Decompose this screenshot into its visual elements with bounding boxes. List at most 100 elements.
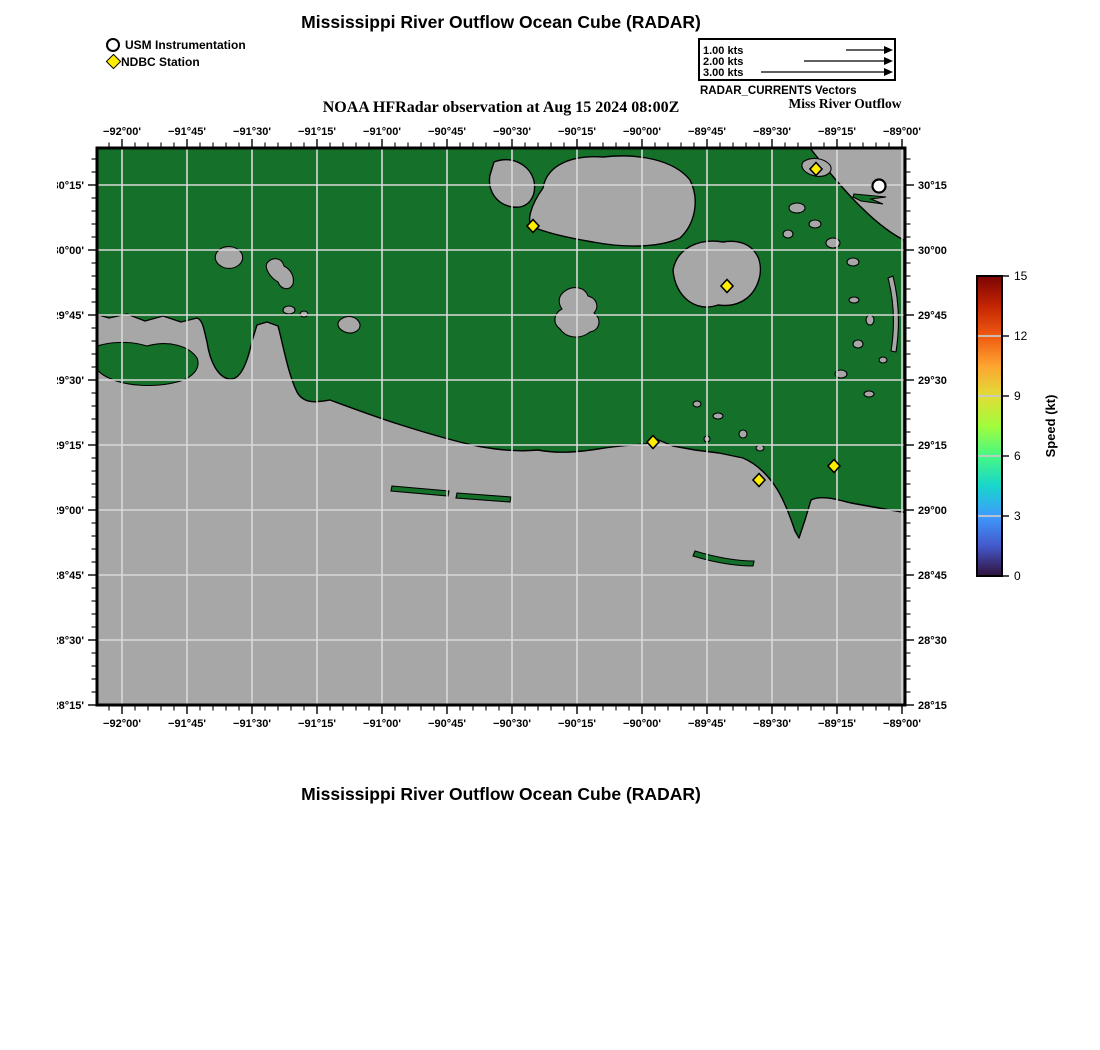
- y-axis-label-left: 29°45': [57, 310, 84, 322]
- vector-scale-caption: RADAR_CURRENTS Vectors: [700, 85, 857, 97]
- y-axis-label-left: 29°00': [57, 505, 84, 517]
- marsh-island: [738, 429, 748, 439]
- map-geography: [97, 148, 905, 705]
- legend-item: USM Instrumentation: [106, 36, 246, 53]
- x-axis-label-top: −90°30': [493, 126, 531, 138]
- island: [848, 296, 860, 304]
- lake-pontchartrain: [528, 155, 696, 247]
- y-axis-label-right: 28°15': [918, 700, 947, 712]
- y-axis-label-left: 29°30': [57, 375, 84, 387]
- y-axis-label-left: 29°15': [57, 440, 84, 452]
- y-axis-label-right: 30°00': [918, 245, 947, 257]
- map-canvas: −92°00' −92°00' −91°45' −91°45' −91°30' −91°3…: [57, 126, 947, 730]
- colorbar-tick-label: 9: [1014, 389, 1021, 403]
- y-axis-label-left: 28°15': [57, 700, 84, 712]
- y-axis-label-left: 28°30': [57, 635, 84, 647]
- x-axis-label-bottom: −89°30': [753, 718, 791, 730]
- x-axis-label-top: −92°00': [103, 126, 141, 138]
- colorbar-tick-label: 15: [1014, 269, 1028, 283]
- vector-scale-label: 3.00 kts: [703, 67, 743, 79]
- station-markers: [525, 161, 887, 488]
- x-axis-label-top: −90°45': [428, 126, 466, 138]
- colorbar: 0 3 6 9 12 15 Speed (kt): [976, 269, 1058, 583]
- ndbc-station-marker: [719, 278, 735, 294]
- colorbar-tick-label: 12: [1014, 329, 1028, 343]
- x-axis-label-top: −91°30': [233, 126, 271, 138]
- vector-arrow-head: [884, 57, 893, 65]
- x-axis-label-bottom: −90°30': [493, 718, 531, 730]
- vector-arrow-head: [884, 68, 893, 76]
- y-axis-label-left: 28°45': [57, 570, 84, 582]
- vector-scale-box: 1.00 kts 2.00 kts 3.00 kts: [698, 38, 896, 81]
- map-frame: [95, 146, 907, 707]
- x-axis-label-bottom: −92°00': [103, 718, 141, 730]
- x-axis-label-top: −89°45': [688, 126, 726, 138]
- diamond-marker-icon: [105, 53, 122, 70]
- x-axis-label-bottom: −89°45': [688, 718, 726, 730]
- x-axis-label-top: −89°30': [753, 126, 791, 138]
- y-axis-label-right: 29°15': [918, 440, 947, 452]
- marsh-island: [782, 229, 794, 239]
- st-bernard-marsh: [672, 240, 762, 308]
- colorbar-gradient: [977, 276, 1002, 576]
- circle-marker-icon: [106, 37, 120, 52]
- y-axis-label-right: 29°30': [918, 375, 947, 387]
- x-axis-label-bottom: −89°00': [883, 718, 921, 730]
- inlet-channel: [852, 193, 887, 205]
- figure-title: Mississippi River Outflow Ocean Cube (RA…: [301, 12, 701, 32]
- island: [282, 305, 296, 315]
- x-axis-label-bottom: −90°00': [623, 718, 661, 730]
- island: [863, 390, 875, 398]
- x-axis-label-top: −91°00': [363, 126, 401, 138]
- island: [852, 339, 864, 349]
- ndbc-station-marker: [751, 472, 767, 488]
- y-axis-label-right: 30°15': [918, 180, 947, 192]
- island: [299, 310, 309, 318]
- island: [214, 246, 244, 269]
- x-axis-label-top: −91°15': [298, 126, 336, 138]
- x-axis-label-top: −89°00': [883, 126, 921, 138]
- x-axis-label-top: −90°15': [558, 126, 596, 138]
- y-axis-label-right: 29°00': [918, 505, 947, 517]
- colorbar-tick-label: 6: [1014, 449, 1021, 463]
- axis-ticks: [88, 139, 914, 714]
- region-label: Miss River Outflow: [788, 96, 902, 111]
- grid-lines: [97, 148, 905, 705]
- vector-scale-label: 2.00 kts: [703, 56, 743, 68]
- map-legend: USM Instrumentation NDBC Station: [105, 36, 246, 70]
- island: [878, 356, 888, 364]
- axis-labels: −92°00' −92°00' −91°45' −91°45' −91°30' −91°3…: [57, 126, 947, 730]
- legend-label: USM Instrumentation: [125, 37, 246, 52]
- marsh-island: [692, 400, 702, 408]
- x-axis-label-top: −91°45': [168, 126, 206, 138]
- usm-instrumentation-marker: [871, 178, 887, 194]
- marsh-island: [825, 237, 841, 249]
- island: [337, 315, 361, 334]
- vector-arrow-head: [884, 46, 893, 54]
- y-axis-label-right: 28°30': [918, 635, 947, 647]
- x-axis-label-bottom: −91°15': [298, 718, 336, 730]
- y-axis-label-left: 30°00': [57, 245, 84, 257]
- y-axis-label-right: 29°45': [918, 310, 947, 322]
- marsh-island: [755, 444, 765, 452]
- colorbar-tick-label: 0: [1014, 569, 1021, 583]
- colorbar-frame: [976, 275, 1003, 577]
- y-axis-label-right: 28°45': [918, 570, 947, 582]
- y-axis-label-left: 30°15': [57, 180, 84, 192]
- ndbc-station-marker: [808, 161, 824, 177]
- legend-item: NDBC Station: [105, 53, 246, 70]
- x-axis-label-top: −90°00': [623, 126, 661, 138]
- island: [265, 258, 294, 290]
- ndbc-station-marker: [645, 434, 661, 450]
- x-axis-label-bottom: −90°15': [558, 718, 596, 730]
- marsh-island: [808, 219, 822, 229]
- colorbar-axis-label: Speed (kt): [1043, 395, 1058, 458]
- marsh-island: [788, 202, 806, 214]
- figure-title-bottom: Mississippi River Outflow Ocean Cube (RA…: [301, 784, 701, 804]
- x-axis-label-bottom: −91°30': [233, 718, 271, 730]
- barrier-strip: [390, 485, 450, 497]
- island: [834, 369, 848, 379]
- vector-scale-label: 1.00 kts: [703, 45, 743, 57]
- island: [865, 314, 875, 326]
